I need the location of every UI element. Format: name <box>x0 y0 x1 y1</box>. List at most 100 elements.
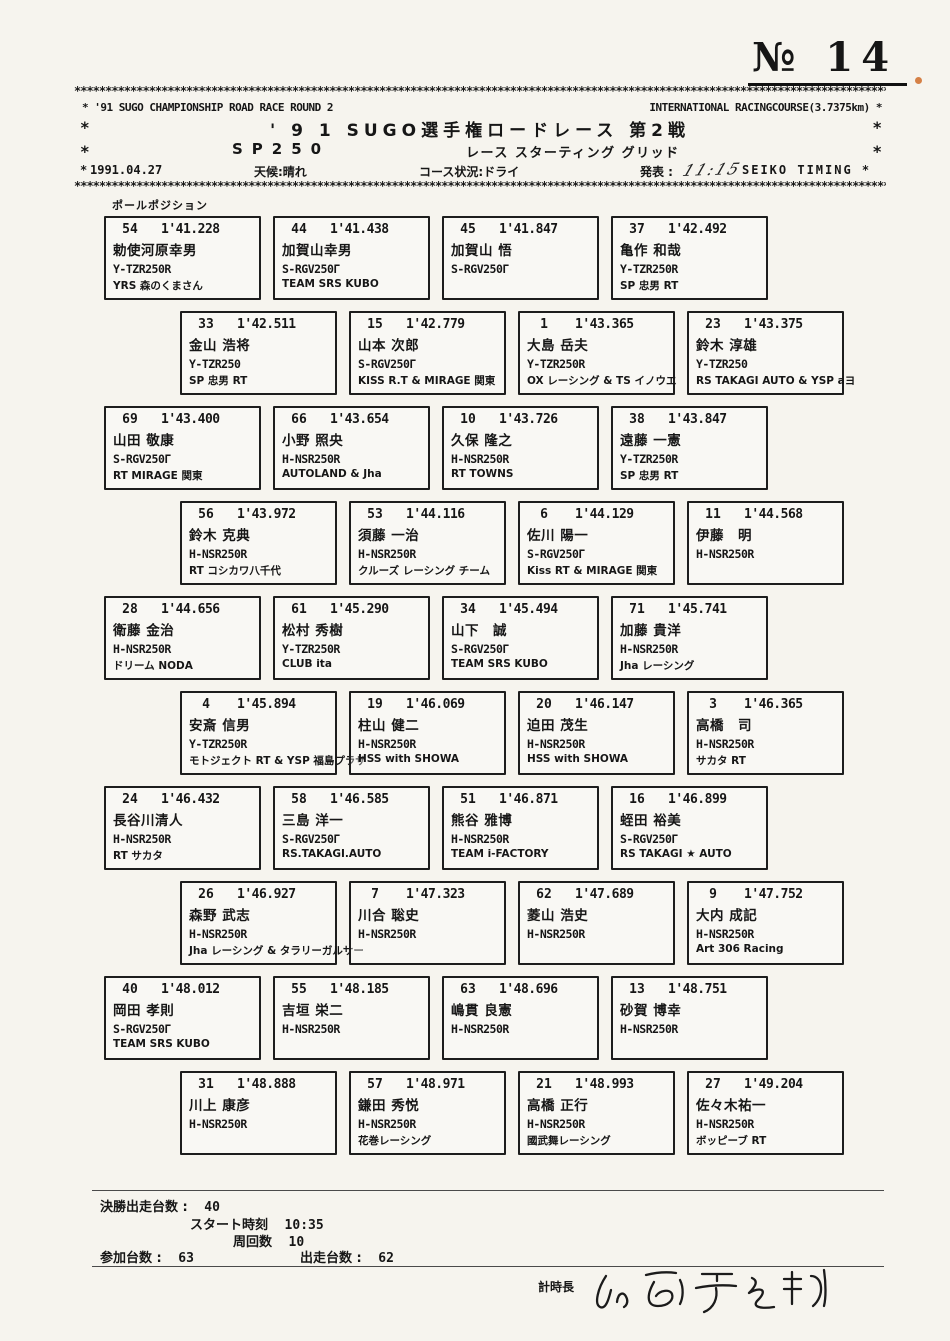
scan-ink-dot <box>915 77 922 84</box>
rider-name: 大内 成記 <box>696 908 758 924</box>
team-name <box>689 561 842 563</box>
rider-number: 15 <box>367 317 383 332</box>
rider-number: 28 <box>122 602 138 617</box>
timekeeper-signature <box>596 1268 827 1314</box>
grid-box: 3 1'46.365 高橋 司 H-NSR250R サカタ RT <box>687 691 844 775</box>
qualifying-time: 1'43.726 <box>499 412 558 427</box>
grid-box-topline: 20 1'46.147 <box>520 693 673 712</box>
rider-number: 40 <box>122 982 138 997</box>
grid-box: 16 1'46.899 蛭田 裕美 S-RGV250Γ RS TAKAGI ★ … <box>611 786 768 870</box>
rider-number: 51 <box>460 792 476 807</box>
grid-box: 44 1'41.438 加賀山幸男 S-RGV250Γ TEAM SRS KUB… <box>273 216 430 300</box>
qualifying-time: 1'48.751 <box>668 982 727 997</box>
grid-box-topline: 27 1'49.204 <box>689 1073 842 1092</box>
grid-box-topline: 69 1'43.400 <box>106 408 259 427</box>
course-condition-label: コース状況:ドライ <box>419 165 520 179</box>
grid-box-topline: 40 1'48.012 <box>106 978 259 997</box>
grid-row-8: 26 1'46.927 森野 武志 H-NSR250R Jha レーシング & … <box>0 881 950 965</box>
team-name: RT MIRAGE 関東 <box>113 470 203 482</box>
machine-name: H-NSR250R <box>620 642 678 656</box>
grid-box: 28 1'44.656 衛藤 金治 H-NSR250R ドリーム NODA <box>104 596 261 680</box>
starters-value: 62 <box>378 1251 394 1266</box>
rider-number: 53 <box>367 507 383 522</box>
grid-box-topline: 34 1'45.494 <box>444 598 597 617</box>
border-star: * <box>80 163 88 177</box>
grid-box-topline: 9 1'47.752 <box>689 883 842 902</box>
rider-name: 加藤 貴洋 <box>620 623 682 639</box>
rider-number: 63 <box>460 982 476 997</box>
rider-number: 58 <box>291 792 307 807</box>
machine-name: Y-TZR250R <box>620 452 678 466</box>
grid-box-topline: 31 1'48.888 <box>182 1073 335 1092</box>
grid-box-topline: 15 1'42.779 <box>351 313 504 332</box>
team-name: SP 忠男 RT <box>620 280 679 292</box>
team-name: Jha レーシング & タラリーガルサー <box>189 945 364 957</box>
rider-name: 加賀山幸男 <box>282 243 352 259</box>
grid-box: 58 1'46.585 三島 洋一 S-RGV250Γ RS.TAKAGI.AU… <box>273 786 430 870</box>
qualifying-time: 1'41.438 <box>330 222 389 237</box>
qualifying-time: 1'45.494 <box>499 602 558 617</box>
team-name: SP 忠男 RT <box>189 375 248 387</box>
grid-box: 69 1'43.400 山田 敬康 S-RGV250Γ RT MIRAGE 関東 <box>104 406 261 490</box>
team-name: 國武舞レーシング <box>527 1135 611 1147</box>
rider-name: 山本 次郎 <box>358 338 420 354</box>
grid-box-topline: 33 1'42.511 <box>182 313 335 332</box>
team-name: RT サカタ <box>113 850 163 862</box>
grid-box: 33 1'42.511 金山 浩将 Y-TZR250 SP 忠男 RT <box>180 311 337 395</box>
border-star: * <box>80 142 90 161</box>
grid-box: 27 1'49.204 佐々木祐一 H-NSR250R ボッピーブ RT <box>687 1071 844 1155</box>
team-name: TEAM SRS KUBO <box>451 658 548 670</box>
grid-box: 57 1'48.971 鎌田 秀悦 H-NSR250R 花巻レーシング <box>349 1071 506 1155</box>
rider-name: 森野 武志 <box>189 908 251 924</box>
machine-name: H-NSR250R <box>282 1022 340 1036</box>
rider-name: 伊藤 明 <box>696 528 752 544</box>
header-line-class: * SP250 レース スターティング グリッド * <box>74 140 886 161</box>
rider-name: 衛藤 金治 <box>113 623 175 639</box>
machine-name: Y-TZR250 <box>696 357 748 371</box>
qualifying-time: 1'46.069 <box>406 697 465 712</box>
grid-box: 56 1'43.972 鈴木 克典 H-NSR250R RT コシカワ八千代 <box>180 501 337 585</box>
team-name <box>444 276 597 278</box>
rider-name: 熊谷 雅博 <box>451 813 513 829</box>
grid-box: 23 1'43.375 鈴木 淳雄 Y-TZR250 RS TAKAGI AUT… <box>687 311 855 395</box>
header-line-title: * ' 9 1 SUGO選手権ロードレース 第2戦 * <box>74 116 886 141</box>
rider-number: 26 <box>198 887 214 902</box>
grid-box-topline: 16 1'46.899 <box>613 788 766 807</box>
machine-name: H-NSR250R <box>113 832 171 846</box>
grid-row-2: 33 1'42.511 金山 浩将 Y-TZR250 SP 忠男 RT 15 1… <box>0 311 950 395</box>
grid-box-topline: 66 1'43.654 <box>275 408 428 427</box>
qualifying-time: 1'41.228 <box>161 222 220 237</box>
team-name: HSS with SHOWA <box>358 753 460 765</box>
qualifying-time: 1'43.847 <box>668 412 727 427</box>
rider-name: 須藤 一治 <box>358 528 420 544</box>
grid-box: 40 1'48.012 岡田 孝則 S-RGV250Γ TEAM SRS KUB… <box>104 976 261 1060</box>
grid-row-6: 4 1'45.894 安斎 信男 Y-TZR250R モトジェクト RT & Y… <box>0 691 950 775</box>
team-name: Jha レーシング <box>620 660 695 672</box>
header-line-meta: * 1991.04.27 天候:晴れ コース状況:ドライ 発表 : 11:15 … <box>74 159 886 181</box>
rider-number: 9 <box>709 887 717 902</box>
grid-box: 11 1'44.568 伊藤 明 H-NSR250R <box>687 501 844 585</box>
grid-box: 45 1'41.847 加賀山 悟 S-RGV250Γ <box>442 216 599 300</box>
rider-name: 川合 聡史 <box>358 908 420 924</box>
rider-number: 71 <box>629 602 645 617</box>
team-name: HSS with SHOWA <box>527 753 629 765</box>
rider-number: 44 <box>291 222 307 237</box>
qualifying-time: 1'43.654 <box>330 412 389 427</box>
grid-box-topline: 6 1'44.129 <box>520 503 673 522</box>
rider-name: 蛭田 裕美 <box>620 813 682 829</box>
rider-name: 嶋貫 良憲 <box>451 1003 513 1019</box>
border-star: * <box>872 142 882 161</box>
rider-number: 6 <box>540 507 548 522</box>
grid-box: 19 1'46.069 柱山 健二 H-NSR250R HSS with SHO… <box>349 691 506 775</box>
qualifying-time: 1'42.511 <box>237 317 296 332</box>
machine-name: Y-TZR250R <box>620 262 678 276</box>
rider-name: 鈴木 克典 <box>189 528 251 544</box>
machine-name: H-NSR250R <box>527 927 585 941</box>
team-name: 花巻レーシング <box>358 1135 432 1147</box>
grid-box: 38 1'43.847 遠藤 一憲 Y-TZR250R SP 忠男 RT <box>611 406 768 490</box>
grid-box: 55 1'48.185 吉垣 栄二 H-NSR250R <box>273 976 430 1060</box>
machine-name: S-RGV250Γ <box>282 262 340 276</box>
rider-name: 鎌田 秀悦 <box>358 1098 420 1114</box>
machine-name: H-NSR250R <box>696 737 754 751</box>
